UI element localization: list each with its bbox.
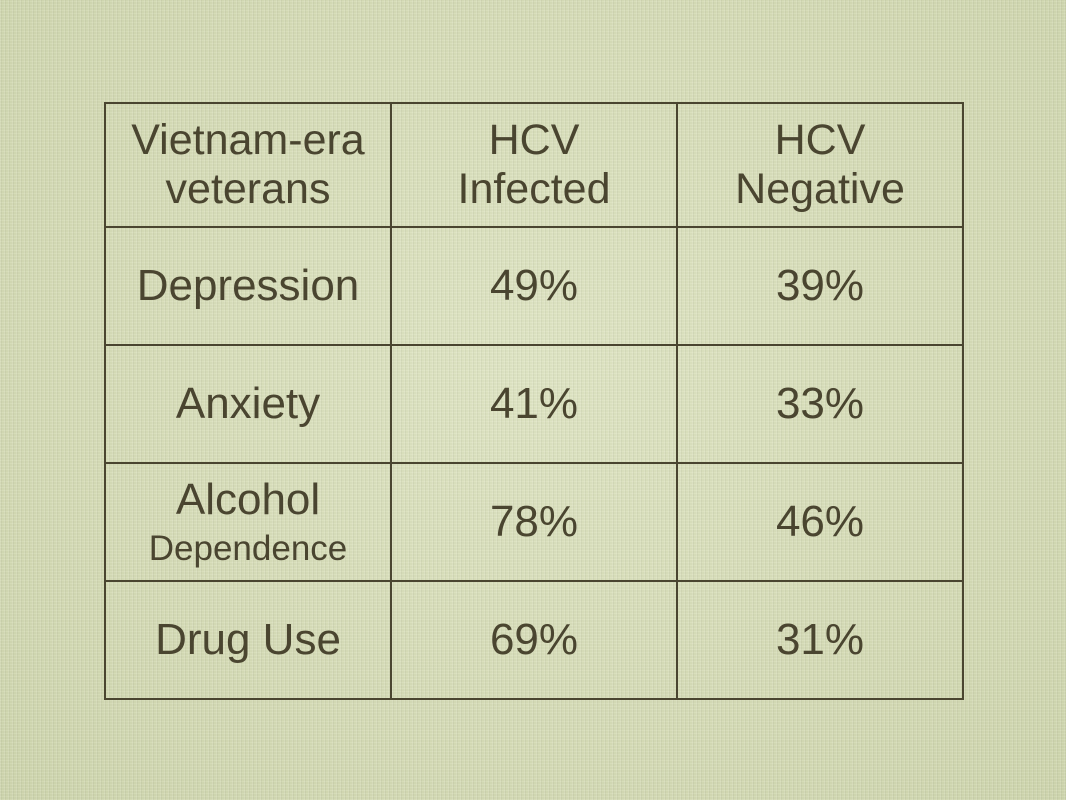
header-cell-hcv-negative: HCV Negative [676,102,964,228]
row-label-line2: Dependence [148,529,348,569]
negative-value: 46% [775,496,865,546]
infected-value: 69% [489,614,579,664]
infected-value: 78% [489,496,579,546]
infected-value-cell: 69% [390,580,678,700]
header-negative-line1: HCV [774,115,866,164]
table-header-row: Vietnam-era veterans HCV Infected HCV Ne… [104,102,964,228]
header-population-line2: veterans [165,165,331,213]
negative-value-cell: 31% [676,580,964,700]
negative-value: 31% [775,614,865,664]
negative-value: 33% [775,378,865,428]
row-label: Anxiety [175,378,321,428]
infected-value: 41% [489,378,579,428]
row-label: Depression [136,260,360,310]
row-label-cell: Alcohol Dependence [104,462,392,582]
negative-value-cell: 39% [676,226,964,346]
table-row: Depression 49% 39% [104,226,964,346]
header-population-line1: Vietnam-era [131,115,365,164]
row-label: Drug Use [155,614,341,664]
negative-value: 39% [775,260,865,310]
header-cell-population: Vietnam-era veterans [104,102,392,228]
infected-value-cell: 49% [390,226,678,346]
header-infected-line1: HCV [488,115,580,164]
row-label-cell: Anxiety [104,344,392,464]
table-row: Drug Use 69% 31% [104,580,964,700]
negative-value-cell: 33% [676,344,964,464]
row-label-cell: Drug Use [104,580,392,700]
header-negative-line2: Negative [735,165,905,213]
header-infected-line2: Infected [457,165,611,213]
row-label-line1: Alcohol [175,474,321,524]
infected-value: 49% [489,260,579,310]
comparison-table: Vietnam-era veterans HCV Infected HCV Ne… [104,102,964,700]
table-row: Anxiety 41% 33% [104,344,964,464]
table-row: Alcohol Dependence 78% 46% [104,462,964,582]
row-label-cell: Depression [104,226,392,346]
header-cell-hcv-infected: HCV Infected [390,102,678,228]
negative-value-cell: 46% [676,462,964,582]
infected-value-cell: 41% [390,344,678,464]
infected-value-cell: 78% [390,462,678,582]
